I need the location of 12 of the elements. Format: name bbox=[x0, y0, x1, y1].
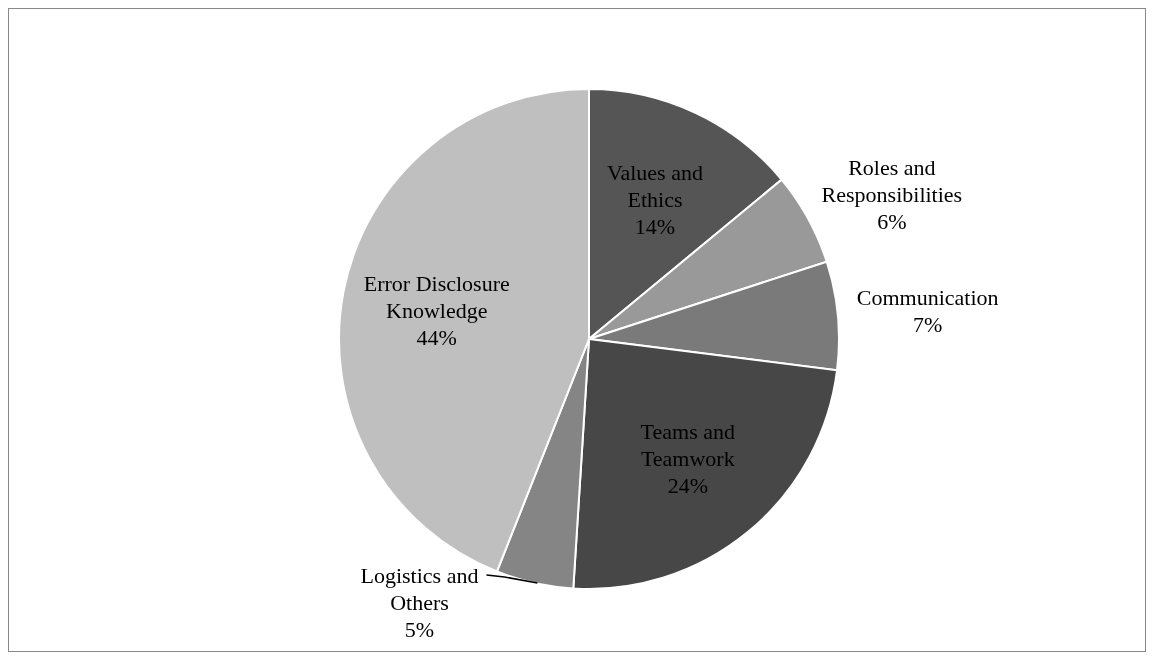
data-label: 24% bbox=[667, 472, 708, 498]
slice-label: Communication bbox=[856, 284, 999, 310]
data-label: 6% bbox=[877, 208, 907, 234]
slice-label: Roles and Responsibilities bbox=[821, 154, 963, 207]
slice-label: Logistics and Others bbox=[360, 562, 479, 615]
slice-label: Teams and Teamwork bbox=[640, 418, 735, 471]
data-label: 14% bbox=[634, 213, 676, 239]
slice-label: Values and Ethics bbox=[607, 159, 703, 212]
slice-label: Error Disclosure Knowledge bbox=[363, 270, 510, 323]
data-label: 44% bbox=[416, 324, 457, 350]
data-label: 7% bbox=[913, 311, 943, 337]
data-label: 5% bbox=[404, 616, 435, 642]
